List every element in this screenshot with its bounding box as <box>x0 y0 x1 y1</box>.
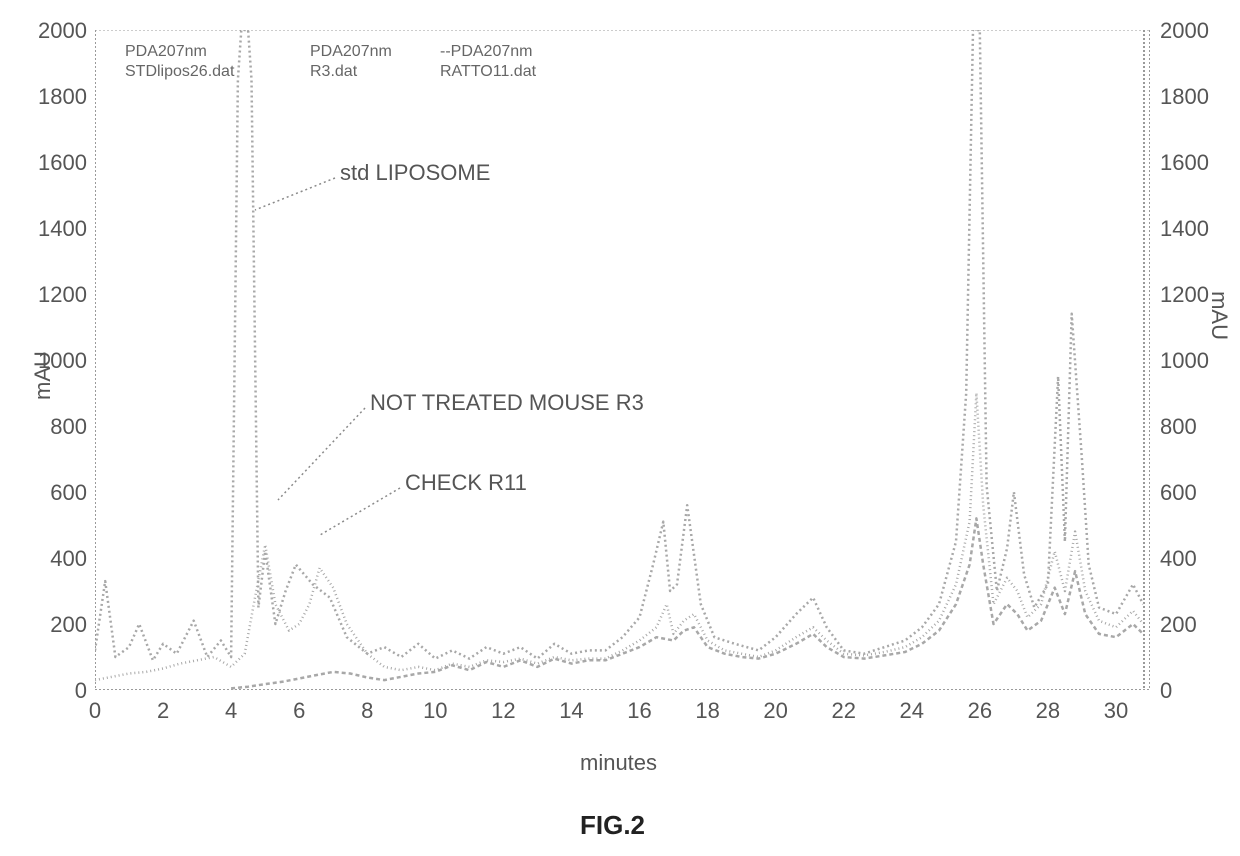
y-tick-label-left: 600 <box>50 480 87 506</box>
figure-caption: FIG.2 <box>580 810 645 841</box>
legend-item: PDA207nmSTDlipos26.dat <box>125 42 234 82</box>
legend-item-line2: R3.dat <box>310 62 392 82</box>
x-tick-label: 14 <box>557 698 585 724</box>
series-std-liposome <box>95 30 1143 660</box>
y-tick-label-left: 1800 <box>38 84 87 110</box>
y-tick-label-left: 1600 <box>38 150 87 176</box>
legend-item-line1: --PDA207nm <box>440 42 536 62</box>
x-tick-label: 8 <box>353 698 381 724</box>
x-tick-label: 24 <box>898 698 926 724</box>
y-tick-label-right: 1000 <box>1160 348 1209 374</box>
figure-container: mAU mAU minutes PDA207nmSTDlipos26.datPD… <box>0 0 1240 856</box>
y-tick-label-left: 1200 <box>38 282 87 308</box>
y-tick-label-left: 800 <box>50 414 87 440</box>
y-tick-label-right: 600 <box>1160 480 1197 506</box>
x-axis-label: minutes <box>580 750 657 776</box>
x-tick-label: 22 <box>830 698 858 724</box>
y-tick-label-right: 800 <box>1160 414 1197 440</box>
x-tick-label: 28 <box>1034 698 1062 724</box>
y-tick-label-right: 400 <box>1160 546 1197 572</box>
x-tick-label: 4 <box>217 698 245 724</box>
annotation-label: NOT TREATED MOUSE R3 <box>370 390 644 416</box>
y-tick-label-left: 400 <box>50 546 87 572</box>
y-tick-label-right: 1400 <box>1160 216 1209 242</box>
legend-item-line2: STDlipos26.dat <box>125 62 234 82</box>
legend-item-line1: PDA207nm <box>310 42 392 62</box>
annotation-label: std LIPOSOME <box>340 160 490 186</box>
legend-item-line2: RATTO11.dat <box>440 62 536 82</box>
x-tick-label: 12 <box>489 698 517 724</box>
legend-item: PDA207nmR3.dat <box>310 42 392 82</box>
y-tick-label-left: 1000 <box>38 348 87 374</box>
x-tick-label: 2 <box>149 698 177 724</box>
y-tick-label-right: 200 <box>1160 612 1197 638</box>
y-tick-label-right: 2000 <box>1160 18 1209 44</box>
legend-item: --PDA207nmRATTO11.dat <box>440 42 536 82</box>
x-tick-label: 30 <box>1102 698 1130 724</box>
x-tick-label: 6 <box>285 698 313 724</box>
annotation-label: CHECK R11 <box>405 470 527 496</box>
chromatogram-plot <box>95 30 1150 690</box>
y-tick-label-left: 200 <box>50 612 87 638</box>
x-tick-label: 18 <box>694 698 722 724</box>
y-tick-label-right: 1200 <box>1160 282 1209 308</box>
y-tick-label-right: 1800 <box>1160 84 1209 110</box>
series-check-r11 <box>231 518 1143 688</box>
x-tick-label: 10 <box>421 698 449 724</box>
y-tick-label-left: 0 <box>75 678 87 704</box>
y-tick-label-left: 2000 <box>38 18 87 44</box>
y-tick-label-right: 1600 <box>1160 150 1209 176</box>
y-tick-label-left: 1400 <box>38 216 87 242</box>
series-mouse-r3 <box>95 393 1143 680</box>
x-tick-label: 26 <box>966 698 994 724</box>
x-tick-label: 16 <box>626 698 654 724</box>
y-axis-label-right: mAU <box>1206 291 1232 340</box>
legend-item-line1: PDA207nm <box>125 42 234 62</box>
y-tick-label-right: 0 <box>1160 678 1172 704</box>
x-tick-label: 20 <box>762 698 790 724</box>
